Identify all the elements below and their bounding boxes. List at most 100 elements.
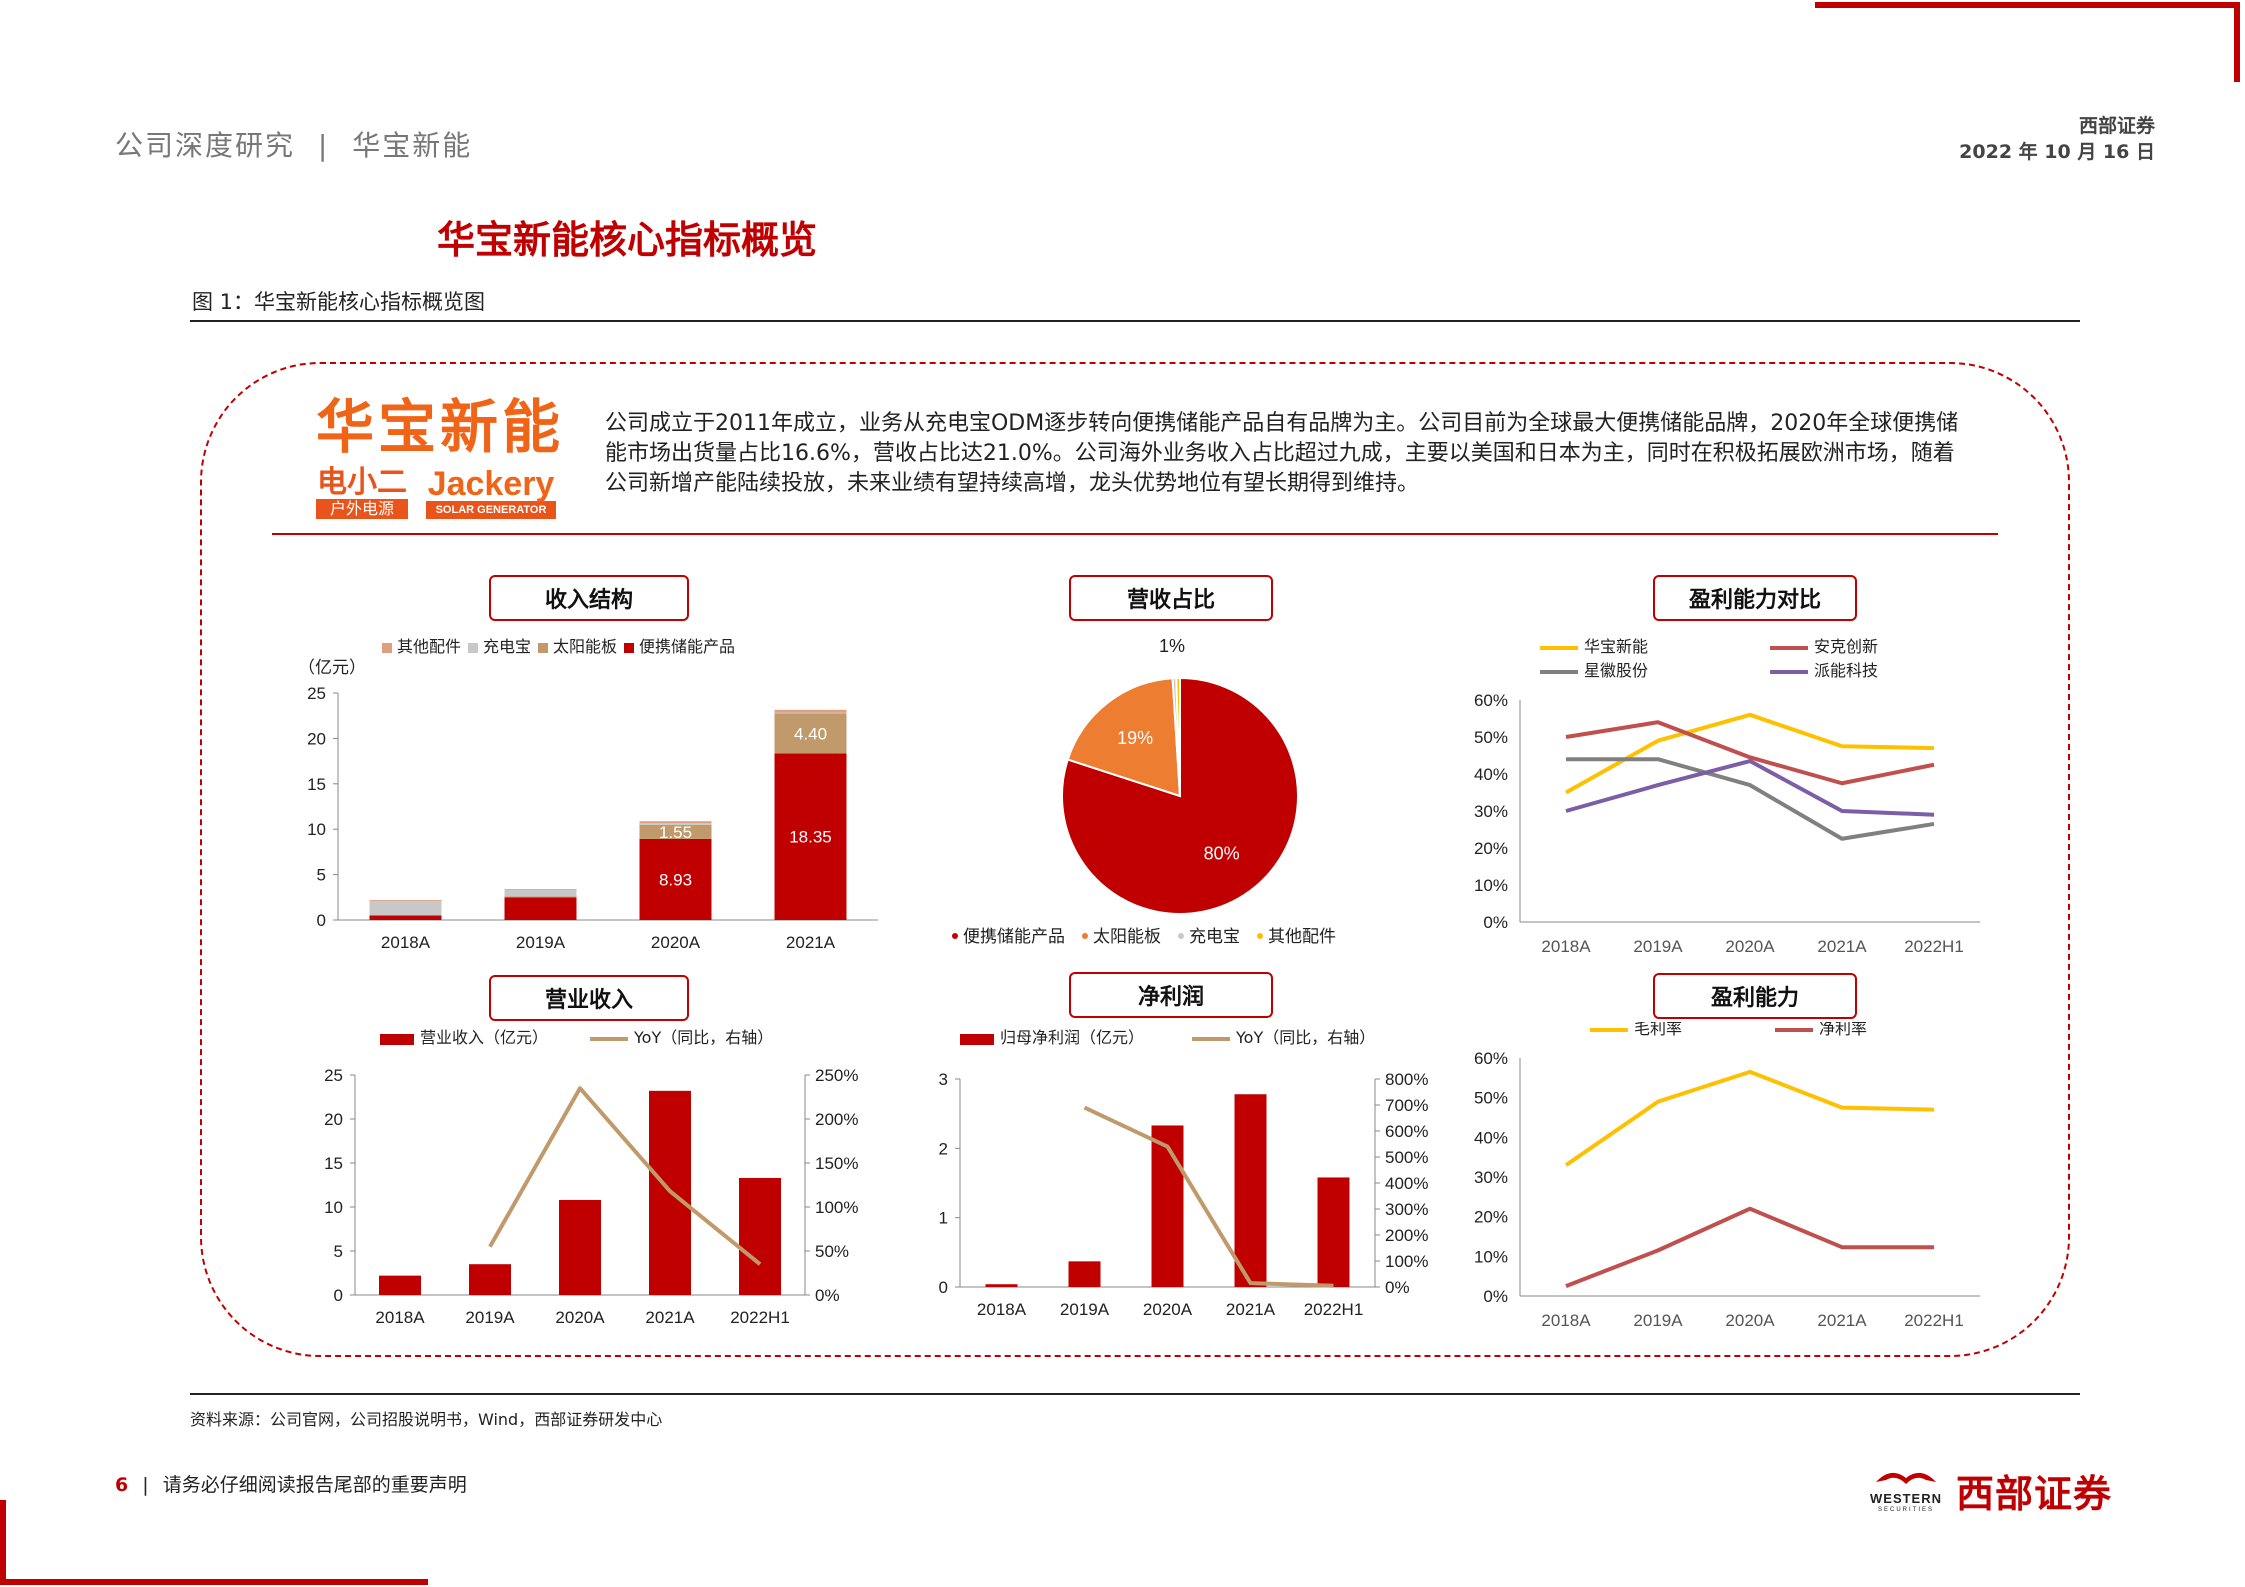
profitability-y-tick: 0% (1483, 1287, 1508, 1306)
breadcrumb: 公司深度研究 | 华宝新能 (115, 124, 472, 164)
footer-logo-en-bottom: SECURITIES (1877, 1506, 1934, 1513)
net-profit-x-tick: 2022H1 (1304, 1300, 1364, 1319)
revenue-share-legend-label: 充电宝 (1189, 927, 1240, 947)
operating-revenue-y-tick: 15 (324, 1154, 343, 1173)
footer-logo: WESTERN SECURITIES 西部证券 (1870, 1463, 2112, 1518)
chart-title-profitability: 盈利能力 (1653, 973, 1857, 1019)
operating-revenue-bar (469, 1264, 511, 1295)
profitability-series-line (1564, 1069, 1935, 1167)
source-note: 资料来源：公司官网，公司招股说明书，Wind，西部证券研发中心 (190, 1410, 663, 1429)
profitability-compare-legend-1-label: 安克创新 (1814, 637, 1878, 656)
profitability-compare-x-tick: 2019A (1633, 937, 1683, 956)
breadcrumb-right: 华宝新能 (352, 129, 473, 162)
profitability-compare-y-tick: 60% (1474, 691, 1508, 710)
net-profit-bar (1317, 1177, 1350, 1287)
revenue-structure-legend-2-label: 太阳能板 (553, 637, 617, 656)
bull-icon (1876, 1472, 1936, 1484)
operating-revenue-y2-tick: 200% (815, 1110, 858, 1129)
revenue-structure-legend-1-label: 充电宝 (483, 637, 531, 656)
revenue-share-slice (1066, 677, 1182, 798)
operating-revenue-bar (379, 1275, 421, 1295)
profitability-x-tick: 2021A (1817, 1311, 1867, 1330)
chart-title-revenue-structure: 收入结构 (489, 575, 689, 621)
operating-revenue-y-tick: 5 (334, 1242, 343, 1261)
net-profit-y-tick: 3 (939, 1070, 948, 1089)
net-profit-y2-tick: 500% (1385, 1148, 1428, 1167)
chart-title-net-profit: 净利润 (1069, 972, 1273, 1018)
revenue-structure-bar (639, 824, 712, 839)
profitability-compare-series-line (1565, 759, 1935, 817)
operating-revenue-y-tick: 20 (324, 1110, 343, 1129)
revenue-structure-legend-3-swatch (624, 643, 634, 653)
net-profit-y2-tick: 300% (1385, 1200, 1428, 1219)
revenue-structure-bar (504, 897, 577, 920)
profitability-compare-series-line (1565, 720, 1935, 786)
operating-revenue-legend-0-label: 营业收入（亿元） (420, 1028, 548, 1047)
company-logo: 华宝新能 (316, 393, 565, 461)
revenue-structure-bar (369, 900, 442, 916)
net-profit-y-tick: 0 (939, 1278, 948, 1297)
caption-rule (190, 320, 2080, 322)
page-number: 6 (115, 1474, 129, 1496)
net-profit-y2-tick: 800% (1385, 1070, 1428, 1089)
net-profit-bar (1068, 1261, 1101, 1287)
revenue-structure-y-tick: 20 (307, 729, 326, 748)
revenue-structure-bar (774, 753, 847, 920)
operating-revenue-yoy-line (488, 1086, 762, 1266)
profitability-y-tick: 30% (1474, 1168, 1508, 1187)
company-divider (272, 533, 1998, 535)
profitability-y-tick: 20% (1474, 1208, 1508, 1227)
chart-title-revenue-share: 营收占比 (1069, 575, 1273, 621)
revenue-structure-legend-0-swatch (382, 643, 392, 653)
net-profit-y-tick: 2 (939, 1139, 948, 1158)
figure-caption: 图 1：华宝新能核心指标概览图 (192, 290, 486, 314)
operating-revenue-y2-tick: 50% (815, 1242, 849, 1261)
revenue-share-legend-marker (1082, 933, 1088, 939)
footer-logo-emblem: WESTERN SECURITIES (1870, 1468, 1942, 1514)
net-profit-legend-0-label: 归母净利润（亿元） (1000, 1028, 1144, 1047)
brand-jackery: Jackery SOLAR GENERATOR (426, 467, 556, 519)
revenue-structure-y-tick: 15 (307, 775, 326, 794)
profitability-y-tick: 60% (1474, 1049, 1508, 1068)
profitability-compare-y-tick: 30% (1474, 802, 1508, 821)
profitability-compare-y-tick: 10% (1474, 876, 1508, 895)
net-profit-x-tick: 2020A (1143, 1300, 1193, 1319)
revenue-structure-bar (504, 890, 577, 897)
net-profit-x-tick: 2018A (977, 1300, 1027, 1319)
profitability-series-line (1565, 1206, 1934, 1288)
revenue-share-legend-label: 太阳能板 (1093, 927, 1161, 947)
profitability-compare-x-tick: 2020A (1725, 937, 1775, 956)
operating-revenue-bar (559, 1199, 601, 1295)
revenue-share-data-label: 19% (1117, 728, 1153, 748)
net-profit-legend-1-label: YoY（同比，右轴） (1235, 1028, 1375, 1047)
revenue-structure-bar (504, 889, 577, 891)
operating-revenue-y2-tick: 0% (815, 1286, 840, 1305)
net-profit-chart: 归母净利润（亿元） YoY（同比，右轴） 0 1 2 3 0% 100% 200% 300% 400… (939, 1028, 1429, 1319)
operating-revenue-y2-tick: 150% (815, 1154, 858, 1173)
net-profit-bar (985, 1284, 1018, 1287)
chart-title-operating-revenue: 营业收入 (489, 975, 689, 1021)
header-date: 2022 年 10 月 16 日 (1959, 141, 2155, 163)
revenue-structure-data-label: 1.55 (659, 823, 692, 842)
profitability-x-tick: 2020A (1725, 1311, 1775, 1330)
footer-separator: | (142, 1474, 149, 1496)
revenue-structure-x-tick: 2019A (516, 933, 566, 952)
operating-revenue-x-tick: 2018A (375, 1308, 425, 1327)
net-profit-bar (1151, 1125, 1184, 1287)
net-profit-y-tick: 1 (939, 1209, 948, 1228)
profitability-legend-1-label: 净利率 (1819, 1022, 1867, 1038)
operating-revenue-y2-tick: 100% (815, 1198, 858, 1217)
breadcrumb-separator: | (317, 129, 330, 162)
operating-revenue-x-tick: 2019A (465, 1308, 515, 1327)
net-profit-y2-tick: 100% (1385, 1252, 1428, 1271)
revenue-share-legend-label: 其他配件 (1268, 927, 1336, 947)
net-profit-y2-tick: 0% (1385, 1278, 1410, 1297)
revenue-structure-bar (504, 896, 577, 898)
net-profit-yoy-line (1083, 1105, 1334, 1288)
net-profit-y2-tick: 200% (1385, 1226, 1428, 1245)
revenue-structure-x-tick: 2018A (381, 933, 431, 952)
profitability-compare-legend-3-label: 派能科技 (1814, 661, 1878, 680)
operating-revenue-chart: 营业收入（亿元） YoY（同比，右轴）05101520250%50%100%150… (324, 1028, 858, 1327)
operating-revenue-x-tick: 2021A (645, 1308, 695, 1327)
revenue-structure-y-tick: 5 (317, 866, 326, 885)
